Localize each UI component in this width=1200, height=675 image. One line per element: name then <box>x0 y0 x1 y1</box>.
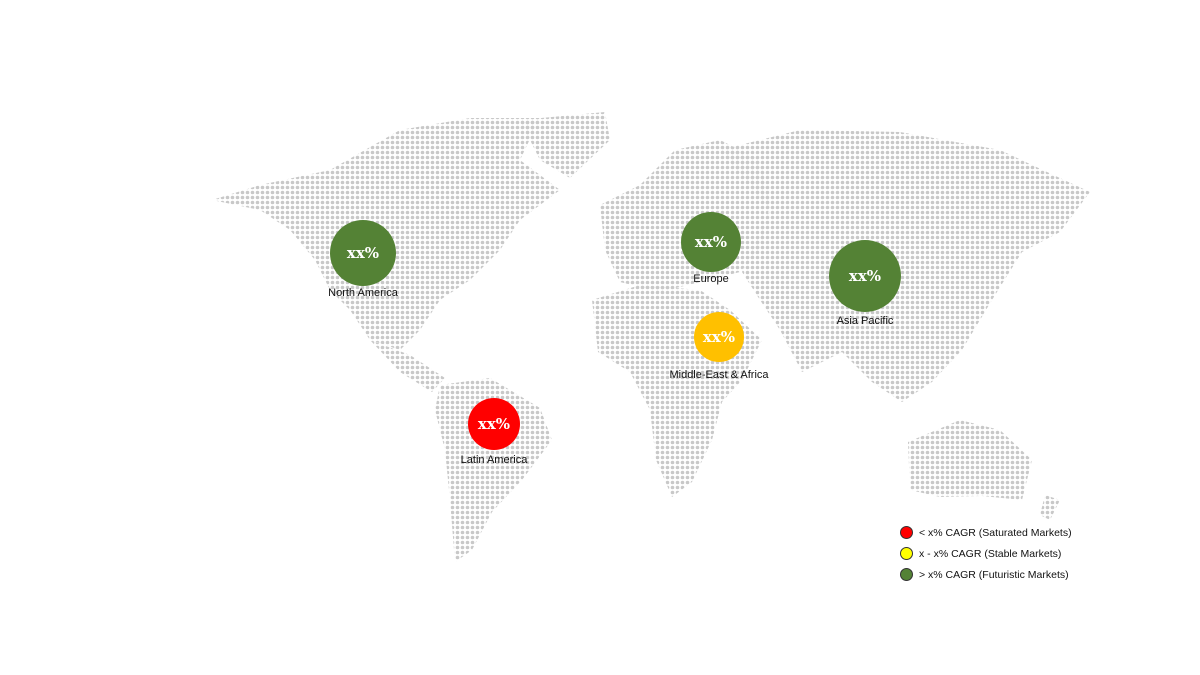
continent-central-america <box>370 340 445 392</box>
bubble-value-north-america: xx% <box>347 244 379 262</box>
island-new-zealand <box>1040 495 1060 520</box>
legend-swatch <box>900 547 913 560</box>
bubble-value-asia-pacific: xx% <box>849 267 881 285</box>
continent-greenland <box>520 112 610 178</box>
continent-australia <box>908 420 1032 500</box>
legend-item: x - x% CAGR (Stable Markets) <box>900 543 1072 564</box>
bubble-asia-pacific <box>829 240 901 312</box>
bubble-europe <box>681 212 741 272</box>
legend-swatch <box>900 568 913 581</box>
legend-item: > x% CAGR (Futuristic Markets) <box>900 564 1072 585</box>
legend: < x% CAGR (Saturated Markets) x - x% CAGR… <box>900 522 1072 585</box>
region-label-europe: Europe <box>693 273 728 285</box>
legend-item: < x% CAGR (Saturated Markets) <box>900 522 1072 543</box>
bubble-value-latin-america: xx% <box>478 415 510 433</box>
continent-africa <box>592 285 762 497</box>
legend-label: > x% CAGR (Futuristic Markets) <box>919 568 1069 581</box>
bubble-latin-america <box>468 398 520 450</box>
region-label-north-america: North America <box>328 287 399 299</box>
continent-south-america <box>435 378 552 562</box>
legend-label: < x% CAGR (Saturated Markets) <box>919 526 1072 539</box>
bubble-north-america <box>330 220 396 286</box>
region-label-middle-east-africa: Middle-East & Africa <box>669 369 769 381</box>
bubble-value-europe: xx% <box>695 233 727 251</box>
continent-asia <box>720 130 1090 402</box>
bubble-value-middle-east-africa: xx% <box>703 328 735 346</box>
bubble-middle-east-africa <box>694 312 744 362</box>
region-label-asia-pacific: Asia Pacific <box>837 315 894 327</box>
legend-label: x - x% CAGR (Stable Markets) <box>919 547 1062 560</box>
legend-swatch <box>900 526 913 539</box>
region-label-latin-america: Latin America <box>461 454 529 466</box>
